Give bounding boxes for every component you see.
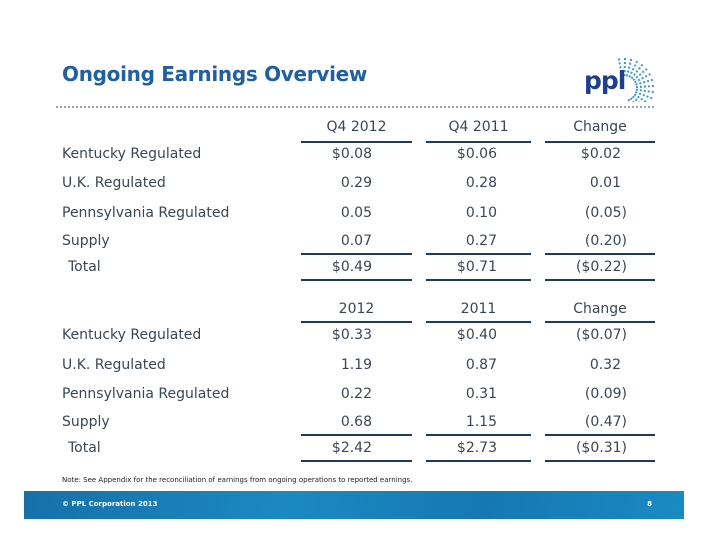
row-label: Total: [68, 259, 101, 275]
column-header: Q4 2012: [326, 119, 387, 135]
table-rule: [545, 141, 655, 143]
sunburst-icon: [617, 57, 654, 102]
table-rule: [301, 321, 412, 323]
cell-value: 0.22: [340, 386, 372, 402]
cell-value: 0.05: [340, 205, 372, 221]
cell-value: 1.15: [465, 414, 497, 430]
table-rule: [301, 460, 412, 462]
table-rule: [301, 253, 412, 255]
footer-bar: © PPL Corporation 2013 8: [24, 491, 684, 519]
table-rule: [301, 434, 412, 436]
cell-value: $0.06: [456, 146, 497, 162]
column-header: Change: [573, 119, 627, 135]
cell-value: ($0.22): [575, 259, 627, 275]
cell-value: $0.33: [331, 327, 372, 343]
table-rule: [545, 253, 655, 255]
row-label: Kentucky Regulated: [62, 327, 202, 343]
cell-value: 0.32: [589, 357, 621, 373]
cell-value: ($0.31): [575, 440, 627, 456]
table-rule: [545, 279, 655, 281]
cell-value: 0.27: [465, 233, 497, 249]
table-rule: [426, 321, 531, 323]
table-rule: [426, 279, 531, 281]
cell-value: $0.08: [331, 146, 372, 162]
cell-value: $0.49: [331, 259, 372, 275]
row-label: Total: [68, 440, 101, 456]
row-label: Pennsylvania Regulated: [62, 205, 230, 221]
footnote: Note: See Appendix for the reconciliatio…: [62, 476, 413, 484]
row-label: U.K. Regulated: [62, 175, 166, 191]
table-rule: [426, 141, 531, 143]
cell-value: (0.09): [584, 386, 627, 402]
cell-value: 0.29: [340, 175, 372, 191]
cell-value: $0.71: [456, 259, 497, 275]
cell-value: (0.20): [584, 233, 627, 249]
cell-value: ($0.07): [575, 327, 627, 343]
table-rule: [301, 141, 412, 143]
table-rule: [426, 253, 531, 255]
row-label: Pennsylvania Regulated: [62, 386, 230, 402]
column-header: 2011: [460, 301, 497, 317]
copyright: © PPL Corporation 2013: [62, 500, 158, 508]
cell-value: 0.87: [465, 357, 497, 373]
cell-value: (0.05): [584, 205, 627, 221]
table-rule: [301, 279, 412, 281]
cell-value: 0.28: [465, 175, 497, 191]
row-label: Supply: [62, 414, 110, 430]
cell-value: 0.01: [589, 175, 621, 191]
row-label: Kentucky Regulated: [62, 146, 202, 162]
cell-value: 0.68: [340, 414, 372, 430]
cell-value: 1.19: [340, 357, 372, 373]
table-rule: [426, 434, 531, 436]
table-rule: [426, 460, 531, 462]
cell-value: (0.47): [584, 414, 627, 430]
row-label: U.K. Regulated: [62, 357, 166, 373]
row-label: Supply: [62, 233, 110, 249]
cell-value: 0.31: [465, 386, 497, 402]
ppl-logo: ppl: [580, 52, 660, 102]
cell-value: $0.40: [456, 327, 497, 343]
cell-value: 0.07: [340, 233, 372, 249]
table-rule: [545, 434, 655, 436]
title-divider: [56, 106, 654, 108]
cell-value: $2.42: [331, 440, 372, 456]
table-rule: [545, 460, 655, 462]
cell-value: $2.73: [456, 440, 497, 456]
table-rule: [545, 321, 655, 323]
cell-value: $0.02: [580, 146, 621, 162]
page-number: 8: [647, 500, 652, 508]
column-header: 2012: [338, 301, 375, 317]
cell-value: 0.10: [465, 205, 497, 221]
page-title: Ongoing Earnings Overview: [62, 62, 368, 86]
column-header: Q4 2011: [448, 119, 509, 135]
column-header: Change: [573, 301, 627, 317]
